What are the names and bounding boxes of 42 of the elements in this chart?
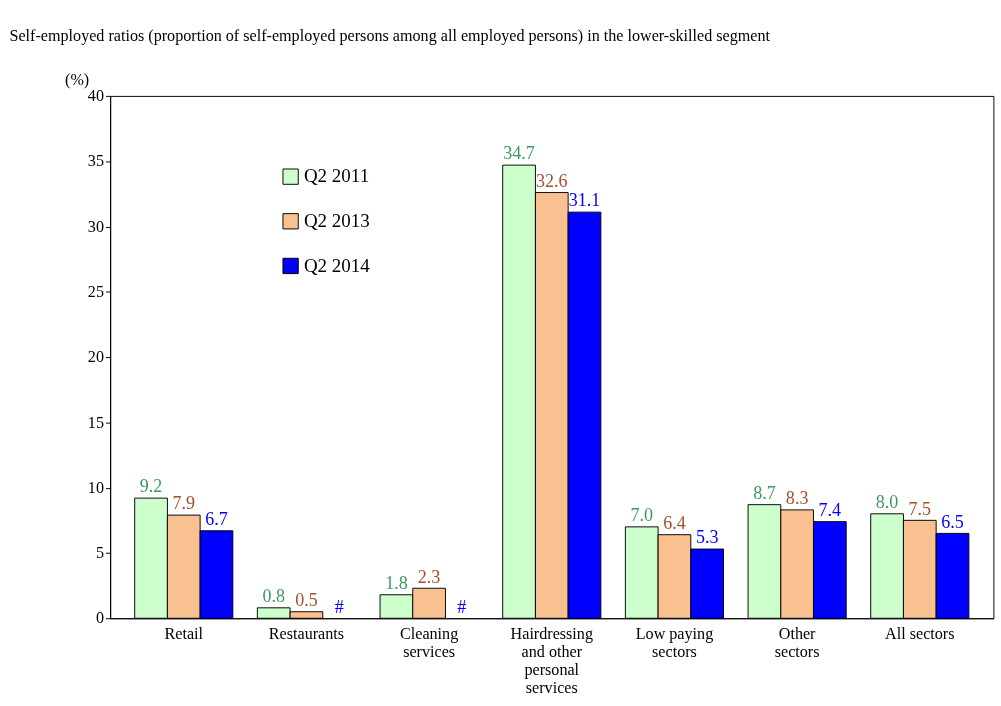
legend-label: Q2 2011 bbox=[303, 165, 370, 187]
y-tick-label: 35 bbox=[87, 152, 104, 170]
data-label: 7.9 bbox=[172, 493, 196, 514]
x-tick-label: Other sectors bbox=[774, 624, 820, 660]
data-label: 2.3 bbox=[417, 566, 441, 587]
text: # bbox=[457, 596, 467, 617]
data-label: 1.8 bbox=[385, 573, 408, 594]
y-tick-label: 25 bbox=[87, 283, 104, 301]
y-tick-label: 30 bbox=[87, 217, 104, 235]
text: # bbox=[334, 596, 344, 617]
y-tick-label: 0 bbox=[95, 609, 104, 627]
legend-label: Q2 2013 bbox=[303, 209, 370, 231]
y-tick-label: 15 bbox=[87, 413, 104, 431]
data-label: 7.4 bbox=[818, 499, 842, 520]
data-label: 7.0 bbox=[630, 505, 654, 526]
legend-label: Q2 2014 bbox=[303, 254, 371, 276]
data-label: 6.7 bbox=[205, 509, 228, 530]
y-tick-label: 10 bbox=[87, 478, 104, 496]
x-tick-label: Restaurants bbox=[268, 624, 345, 642]
data-label: 8.3 bbox=[785, 488, 809, 509]
data-label: 0.5 bbox=[295, 590, 318, 611]
y-tick-label: 20 bbox=[87, 348, 104, 366]
y-tick-label: 5 bbox=[95, 544, 104, 562]
data-label: 0.8 bbox=[262, 586, 285, 607]
data-label: 8.7 bbox=[753, 482, 776, 503]
y-axis-title: (%) bbox=[65, 71, 90, 90]
data-label: 8.0 bbox=[875, 492, 899, 513]
data-label: 5.3 bbox=[695, 527, 719, 548]
x-tick-label: Hairdressing and other personal services bbox=[510, 624, 593, 696]
y-tick-label: 40 bbox=[87, 87, 104, 105]
data-label: 6.5 bbox=[941, 511, 964, 532]
data-label: 6.4 bbox=[663, 513, 686, 533]
chart-title: Self-employed ratios (proportion of self-employed persons among all employed persons) in the lower-skilled segment bbox=[9, 26, 771, 45]
x-tick-label: Retail bbox=[164, 624, 204, 642]
x-tick-label: Cleaning services bbox=[400, 624, 459, 660]
data-label: 7.5 bbox=[908, 498, 932, 519]
data-label: 34.7 bbox=[503, 143, 535, 164]
x-tick-label: All sectors bbox=[885, 624, 955, 642]
x-tick-label: Low paying sectors bbox=[635, 624, 714, 660]
data-label: 31.1 bbox=[568, 190, 601, 211]
data-label: 9.2 bbox=[139, 476, 163, 497]
data-label: 32.6 bbox=[536, 170, 568, 191]
